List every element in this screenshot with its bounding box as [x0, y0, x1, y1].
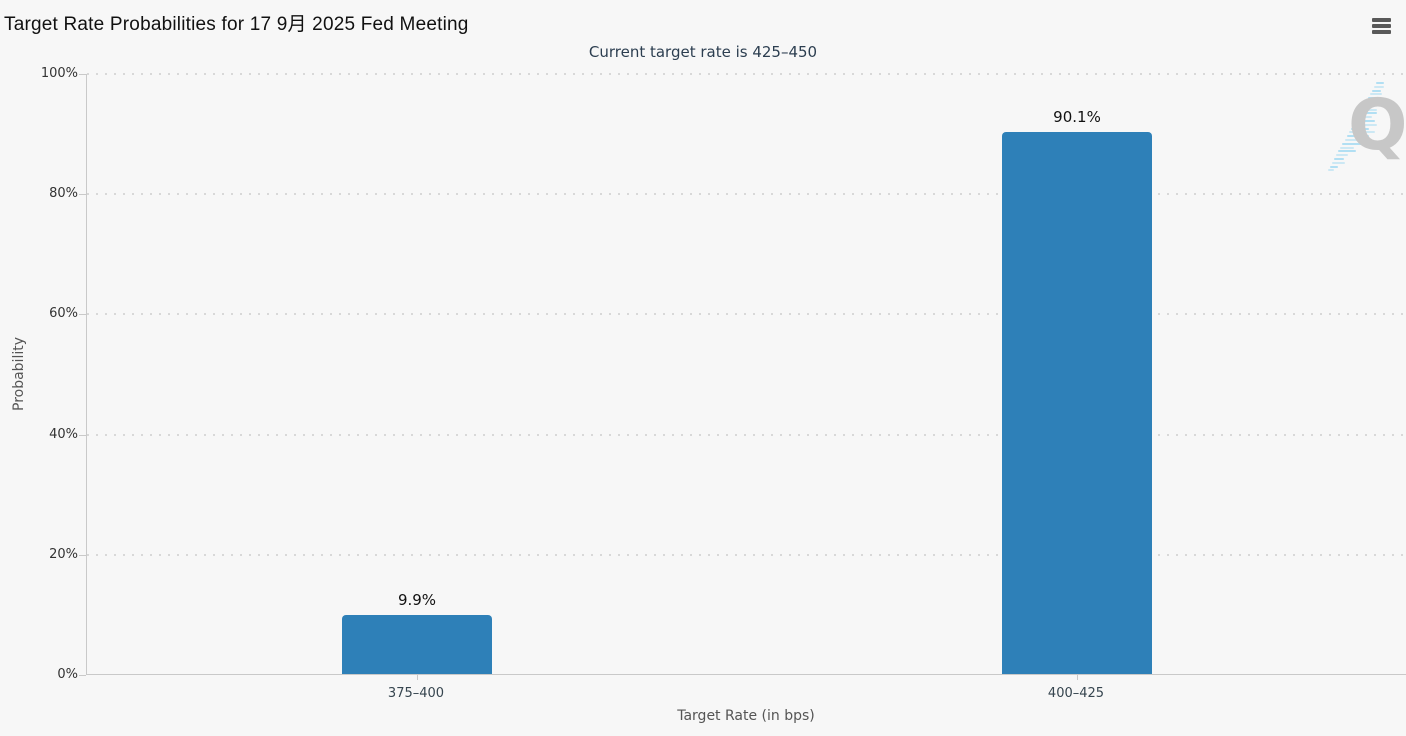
- bar-value-label: 9.9%: [397, 591, 437, 609]
- probability-bar[interactable]: [1002, 132, 1152, 674]
- watermark-dash: [1348, 131, 1375, 134]
- context-menu-button[interactable]: [1368, 13, 1398, 39]
- y-axis-tick: [79, 554, 86, 556]
- watermark-dash: [1376, 82, 1384, 84]
- watermark-dash: [1355, 120, 1375, 122]
- y-gridline: [87, 553, 1406, 556]
- y-axis-labels: 0% 20% 40% 60% 80% 100%: [0, 66, 78, 682]
- x-axis-tick: [1077, 675, 1078, 680]
- q-logo-watermark: Q: [1318, 82, 1406, 186]
- x-axis-title: Target Rate (in bps): [677, 708, 815, 724]
- plot-area: 9.9% 90.1%: [79, 73, 1406, 680]
- watermark-dash: [1344, 139, 1361, 141]
- watermark-dash: [1350, 127, 1369, 130]
- y-axis-tick: [79, 314, 86, 316]
- watermark-dash: [1359, 112, 1378, 115]
- watermark-dash: [1371, 89, 1381, 92]
- hamburger-menu-icon: [1372, 18, 1394, 34]
- y-gridline: [87, 313, 1406, 316]
- watermark-dash: [1365, 101, 1380, 103]
- bar-value-label: 90.1%: [1053, 108, 1101, 126]
- watermark-dash: [1338, 150, 1357, 153]
- y-gridline: [87, 73, 1406, 75]
- watermark-dash: [1334, 158, 1344, 160]
- watermark-dash: [1363, 104, 1376, 107]
- y-tick-label: 100%: [40, 66, 78, 81]
- watermark-dash: [1373, 85, 1384, 88]
- x-tick-label: 400–425: [1047, 686, 1105, 701]
- watermark-dash: [1361, 108, 1378, 111]
- y-tick-label: 0%: [57, 667, 78, 682]
- watermark-dash: [1357, 116, 1373, 119]
- probability-bar[interactable]: [342, 615, 492, 674]
- watermark-dash: [1369, 93, 1382, 96]
- watermark-dash: [1336, 154, 1349, 157]
- y-tick-label: 40%: [49, 426, 78, 442]
- watermark-dash: [1346, 135, 1369, 138]
- watermark-dash: [1340, 146, 1355, 149]
- y-axis-tick: [79, 194, 86, 196]
- y-axis-tick: [79, 434, 86, 436]
- x-axis-labels: 375–400 400–425: [86, 686, 1406, 706]
- watermark-dash: [1342, 142, 1363, 145]
- chart-subtitle: Current target rate is 425–450: [588, 43, 818, 61]
- y-gridline: [87, 193, 1406, 196]
- y-tick-label: 80%: [49, 186, 78, 202]
- watermark-dash: [1329, 165, 1338, 168]
- y-axis-tick: [79, 74, 86, 75]
- watermark-dash: [1352, 123, 1377, 126]
- watermark-dash: [1331, 161, 1345, 164]
- watermark-dash: [1367, 97, 1378, 100]
- y-gridline: [87, 433, 1406, 436]
- watermark-dash: [1327, 169, 1334, 172]
- y-tick-label: 60%: [49, 306, 78, 322]
- x-axis-tick: [417, 675, 418, 680]
- y-tick-label: 20%: [49, 546, 78, 562]
- q-logo-letter: Q: [1348, 84, 1406, 166]
- y-axis-tick: [79, 675, 86, 676]
- chart-title: Target Rate Probabilities for 17 9月 2025…: [4, 14, 469, 35]
- x-tick-label: 375–400: [387, 686, 445, 701]
